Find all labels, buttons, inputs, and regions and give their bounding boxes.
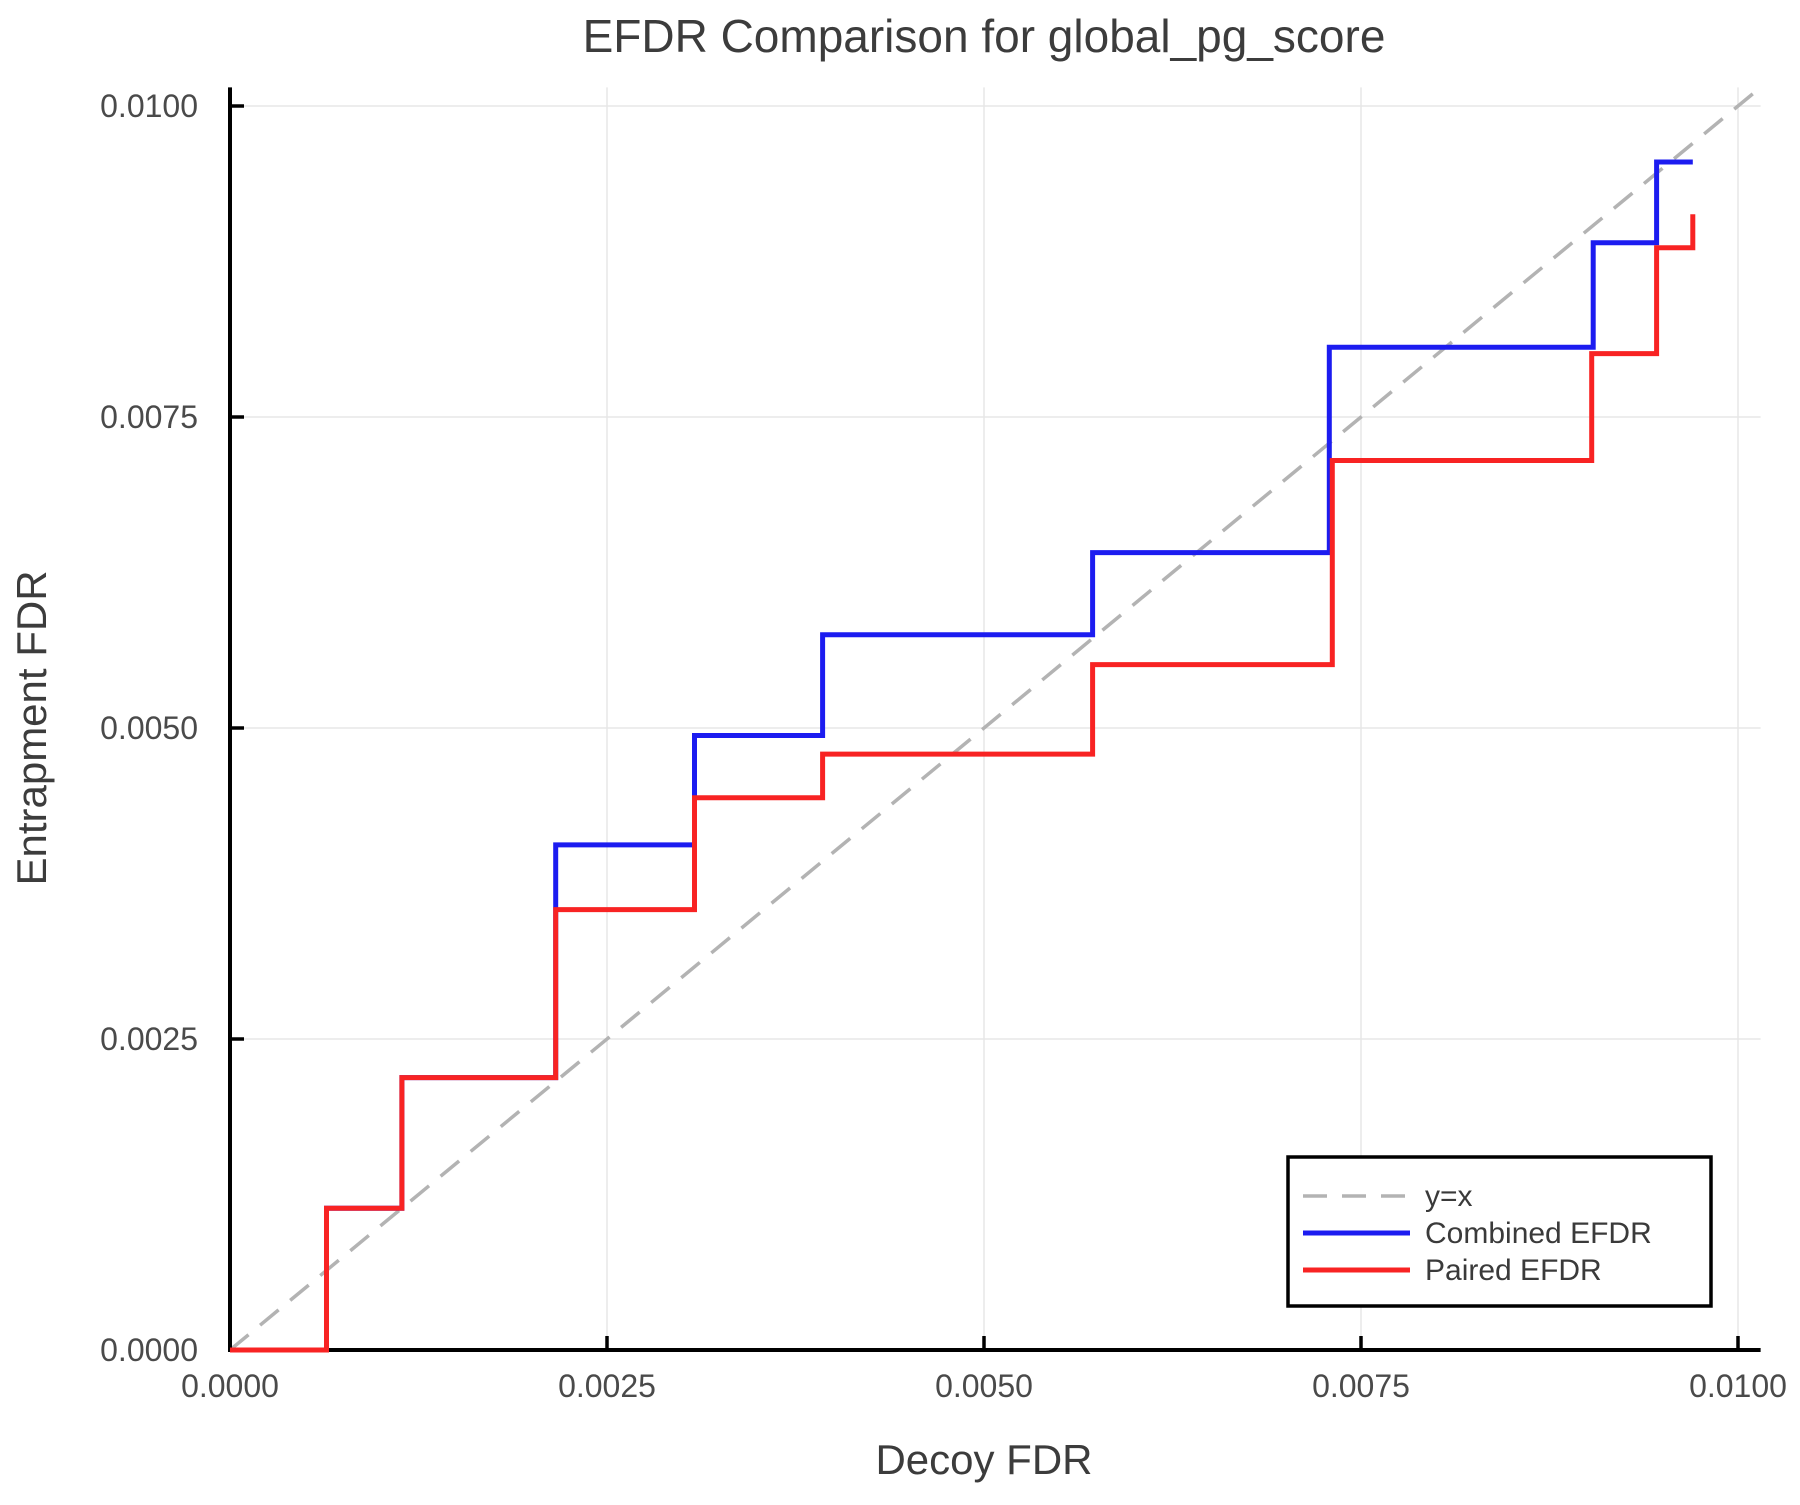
y-tick-label: 0.0075 [100, 399, 198, 435]
legend-label-paired-efdr: Paired EFDR [1425, 1254, 1602, 1287]
identity-line-layer [228, 85, 1762, 1352]
y-tick-label: 0.0100 [100, 88, 198, 124]
x-tick-label: 0.0100 [1689, 1368, 1787, 1404]
x-tick-label: 0.0075 [1312, 1368, 1410, 1404]
legend-label-y-x: y=x [1425, 1180, 1473, 1213]
x-tick-label: 0.0000 [181, 1368, 279, 1404]
x-tick-label: 0.0025 [558, 1368, 656, 1404]
axes: 0.0000 0.0025 0.0050 0.0075 0.0100 0.0000 0.00… [100, 87, 1787, 1404]
y-tick-label: 0.0050 [100, 710, 198, 746]
x-axis-label: Decoy FDR [875, 1436, 1092, 1483]
chart-title: EFDR Comparison for global_pg_score [583, 10, 1386, 62]
y-tick-label: 0.0025 [100, 1021, 198, 1057]
y-axis-label: Entrapment FDR [8, 570, 55, 885]
line-y-x [228, 85, 1762, 1352]
y-tick-label: 0.0000 [100, 1332, 198, 1368]
legend: y=x Combined EFDR Paired EFDR [1286, 1155, 1713, 1308]
gridlines [230, 87, 1761, 1350]
legend-label-combined-efdr: Combined EFDR [1425, 1217, 1652, 1250]
line-paired-efdr [230, 214, 1696, 1353]
series-lines [230, 159, 1696, 1353]
x-tick-label: 0.0050 [935, 1368, 1033, 1404]
